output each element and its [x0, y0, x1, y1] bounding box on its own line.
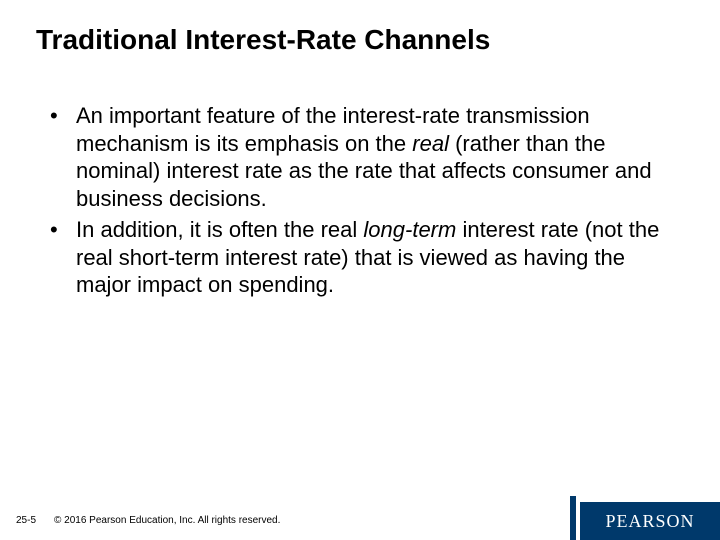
bullet-item: An important feature of the interest-rat… [50, 102, 684, 212]
logo-container: PEARSON [580, 502, 720, 540]
bullet-item: In addition, it is often the real long-t… [50, 216, 684, 299]
copyright-text: © 2016 Pearson Education, Inc. All right… [54, 515, 280, 526]
bullet-list: An important feature of the interest-rat… [36, 102, 684, 299]
bullet-text-pre: In addition, it is often the real [76, 217, 363, 242]
logo-text: PEARSON [605, 511, 694, 532]
pearson-logo: PEARSON [580, 502, 720, 540]
bullet-text-em: real [412, 131, 449, 156]
bullet-text-em: long-term [363, 217, 456, 242]
slide-title: Traditional Interest-Rate Channels [36, 24, 684, 56]
slide-container: Traditional Interest-Rate Channels An im… [0, 0, 720, 540]
page-number: 25-5 [16, 515, 36, 526]
